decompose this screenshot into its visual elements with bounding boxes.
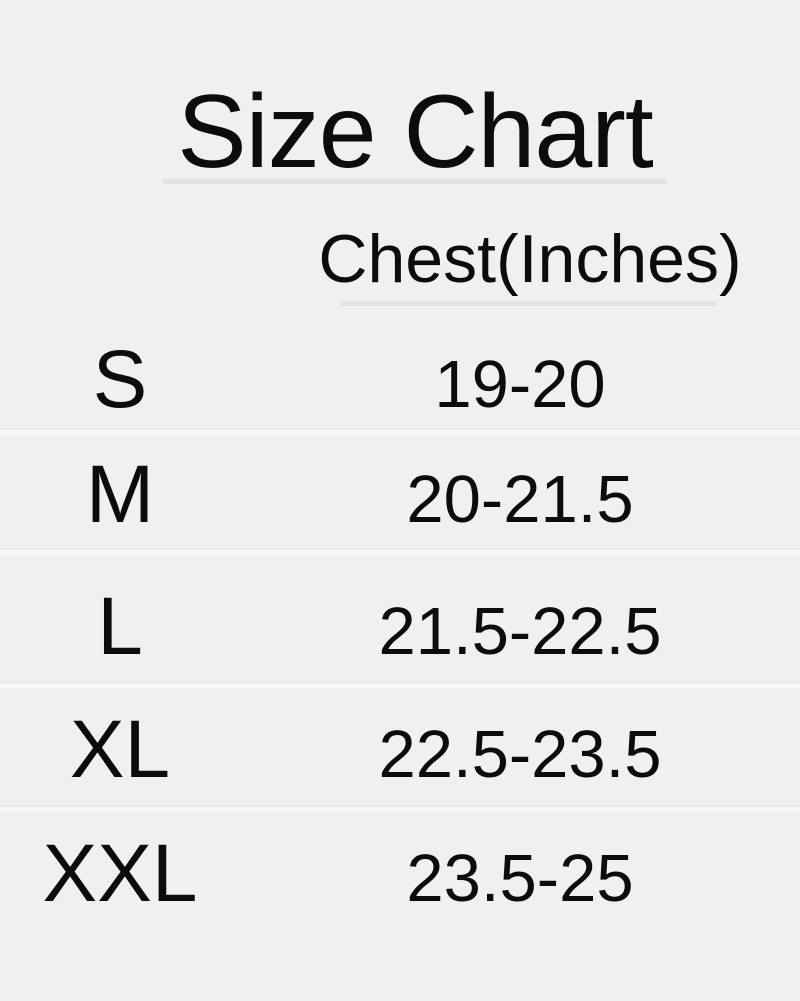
chest-column-header: Chest(Inches) [318, 221, 742, 297]
table-row: XXL 23.5-25 [0, 833, 800, 915]
table-row: S 19-20 [0, 339, 800, 421]
chest-value: 22.5-23.5 [378, 717, 662, 792]
chest-value: 20-21.5 [406, 462, 634, 537]
row-divider [0, 428, 800, 436]
row-divider [0, 681, 800, 689]
table-row: XL 22.5-23.5 [0, 709, 800, 791]
header-underline [340, 301, 717, 306]
size-label: L [97, 581, 143, 672]
size-label: XXL [42, 828, 198, 919]
chest-value: 19-20 [434, 347, 606, 422]
table-row: M 20-21.5 [0, 454, 800, 536]
table-row: L 21.5-22.5 [0, 586, 800, 668]
title-underline [162, 179, 667, 184]
chest-value: 21.5-22.5 [378, 594, 662, 669]
size-label: S [92, 334, 148, 425]
row-divider [0, 805, 800, 813]
size-label: M [85, 449, 155, 540]
chest-value: 23.5-25 [406, 841, 634, 916]
row-divider [0, 548, 800, 556]
size-label: XL [69, 704, 171, 795]
page-title: Size Chart [177, 74, 654, 190]
